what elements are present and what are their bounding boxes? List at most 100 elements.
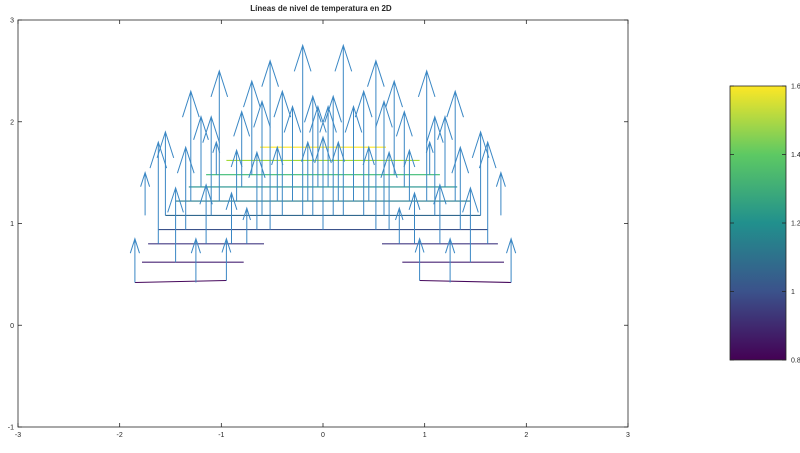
y-tick-label: -1 (8, 425, 14, 432)
quiver-arrow-path-38 (375, 99, 393, 216)
x-tick-label: 0 (321, 432, 325, 439)
quiver-arrow (253, 99, 271, 216)
quiver-arrow-path-48 (426, 115, 444, 216)
x-tick-label: 1 (423, 432, 427, 439)
quiver-arrow (433, 183, 447, 244)
quiver-arrow (414, 237, 425, 281)
quiver-arrow-path-7 (190, 237, 201, 283)
quiver-arrow-path-51 (445, 237, 456, 283)
quiver-arrow-path-45 (414, 237, 425, 281)
quiver-arrow-path-14 (225, 191, 238, 244)
quiver-arrow-path-18 (243, 79, 261, 175)
quiver-arrow-path-58 (506, 237, 517, 283)
quiver-arrow-path-53 (451, 145, 470, 230)
quiver-arrow (462, 186, 479, 263)
quiver-arrow-path-10 (202, 115, 220, 216)
quiver-arrow (367, 59, 385, 230)
quiver-arrow (495, 170, 506, 216)
quiver-arrow (156, 130, 175, 216)
quiver-arrow-path-42 (395, 109, 413, 187)
quiver-arrow (445, 237, 456, 283)
quiver-arrow-path-36 (362, 145, 375, 202)
quiver-arrow (233, 109, 251, 187)
quiver-arrow (271, 145, 284, 202)
y-tick-label: 0 (10, 323, 14, 330)
quiver-arrow (225, 191, 238, 244)
quiver-arrow-path-6 (182, 89, 200, 202)
quiver-arrow (324, 94, 342, 216)
quiver-arrow-path-50 (437, 115, 453, 187)
quiver-arrow-path-46 (417, 69, 436, 202)
quiver-arrow-path-24 (283, 104, 302, 202)
quiver-arrow-path-1 (140, 170, 151, 216)
quiver-arrow-path-31 (324, 94, 342, 216)
quiver-arrow (199, 183, 213, 244)
quiver-arrow (403, 148, 416, 202)
colorbar-tick-label: 1.2 (791, 221, 800, 228)
quiver-arrow (230, 148, 243, 202)
quiver-arrow-path-54 (462, 186, 479, 263)
quiver-arrow (301, 140, 315, 202)
quiver-arrow-path-0 (129, 237, 140, 283)
y-tick-label: 1 (10, 221, 14, 228)
quiver-arrow (242, 206, 251, 244)
plot-area: -3 -2 -1 0 1 2 3 -1 0 1 2 3 (8, 18, 630, 440)
quiver-arrow-path-9 (199, 183, 213, 244)
quiver-arrow-path-25 (293, 43, 312, 216)
quiver-arrow (202, 115, 220, 216)
quiver-arrow (309, 104, 327, 187)
quiver-arrow (446, 89, 464, 202)
colorbar: 0.8 1 1.2 1.4 1.6 (729, 84, 800, 365)
y-tick-label: 3 (10, 18, 14, 25)
quiver-arrow (283, 104, 302, 202)
quiver-arrow-path-32 (331, 140, 345, 202)
quiver-arrow-path-13 (221, 237, 232, 281)
quiver-arrow (395, 206, 404, 244)
quiver-arrow-path-57 (495, 170, 506, 216)
quiver-arrow (210, 69, 229, 202)
chart-title: Líneas de nivel de temperatura en 2D (250, 4, 392, 13)
quiver-arrow-path-4 (167, 186, 184, 263)
quiver-arrow (451, 145, 470, 230)
quiver-arrow (417, 69, 436, 202)
colorbar-tick-label: 1.6 (791, 84, 800, 91)
colorbar-ticks: 0.8 1 1.2 1.4 1.6 (730, 84, 800, 365)
x-tick-label: -2 (117, 432, 123, 439)
axis-ticks: -3 -2 -1 0 1 2 3 -1 0 1 2 3 (8, 18, 630, 440)
quiver-arrow-path-41 (395, 206, 404, 244)
quiver-arrow-path-23 (273, 89, 292, 216)
quiver-arrow-path-22 (271, 145, 284, 202)
quiver-arrow (408, 191, 421, 244)
quiver-arrow-path-52 (446, 89, 464, 202)
quiver-arrows (129, 43, 517, 283)
quiver-arrow-path-3 (156, 130, 175, 216)
y-tick-label: 2 (10, 119, 14, 126)
quiver-arrow (478, 140, 497, 244)
quiver-arrow-path-21 (261, 59, 279, 230)
quiver-arrow-path-26 (301, 140, 315, 202)
quiver-arrow (425, 140, 434, 175)
x-tick-label: -1 (218, 432, 224, 439)
quiver-arrow (471, 130, 490, 216)
quiver-arrow-path-15 (230, 148, 243, 202)
quiver-arrow-path-55 (471, 130, 490, 216)
quiver-arrow-path-35 (354, 89, 373, 216)
quiver-arrow (221, 237, 232, 281)
quiver-arrow-path-37 (367, 59, 385, 230)
quiver-arrow (331, 140, 345, 202)
quiver-arrow-path-43 (403, 148, 416, 202)
quiver-arrow (212, 140, 221, 175)
quiver-arrow-path-28 (309, 104, 327, 187)
quiver-arrow (140, 170, 151, 216)
quiver-arrow-path-40 (385, 79, 403, 175)
quiver-arrow (129, 237, 140, 283)
quiver-arrow (362, 145, 375, 202)
quiver-arrow (395, 109, 413, 187)
quiver-arrow-path-2 (149, 140, 168, 244)
quiver-arrow-path-47 (425, 140, 434, 175)
quiver-arrow-path-16 (233, 109, 251, 187)
contour-line-0-1 (419, 279, 512, 284)
colorbar-tick-label: 1 (791, 289, 795, 296)
